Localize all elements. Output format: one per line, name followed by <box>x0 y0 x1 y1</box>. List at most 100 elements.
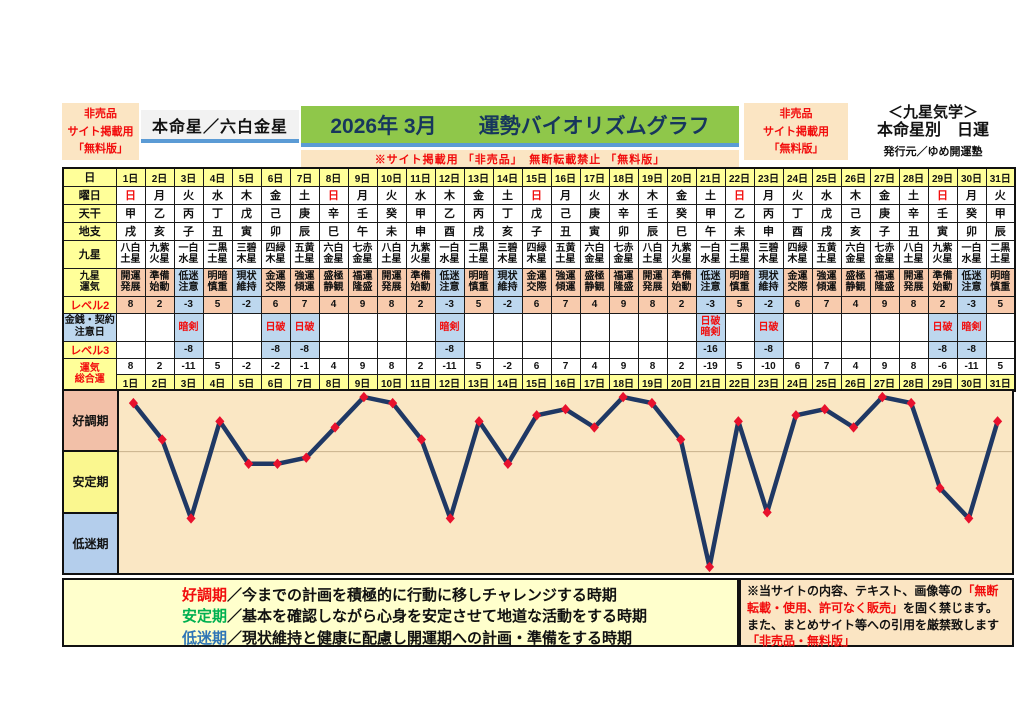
heavenly-stem-cell: 壬 <box>637 203 668 223</box>
level3-cell <box>637 340 668 359</box>
caution-day-cell <box>724 312 755 342</box>
day-header-cell: 2日 <box>144 167 175 187</box>
level3-cell <box>811 340 842 359</box>
weekday-cell: 月 <box>550 185 581 205</box>
level2-cell: -2 <box>753 295 784 314</box>
total-fortune-cell: -2 <box>260 357 291 375</box>
star-fortune-cell: 明暗 慎重 <box>463 267 494 297</box>
total-fortune-cell: -10 <box>753 357 784 375</box>
earthly-branch-cell: 寅 <box>927 221 958 241</box>
heavenly-stem-cell: 癸 <box>956 203 987 223</box>
total-fortune-cell: 5 <box>724 357 755 375</box>
fortune-line <box>131 394 1000 570</box>
day-header-cell: 21日 <box>695 167 726 187</box>
level2-cell: 8 <box>376 295 407 314</box>
table-row: 九星 八白 土星 九紫 火星 一白 水星 二黒 土星 三碧 木星 四緑 木星 五黄 土星 六白 … <box>62 239 1016 269</box>
earthly-branch-cell: 巳 <box>666 221 697 241</box>
caution-day-cell <box>492 312 523 342</box>
notice-text: ※当サイトの内容、テキスト、画像等の <box>747 584 963 598</box>
total-fortune-cell: 8 <box>115 357 146 375</box>
caution-day-cell <box>637 312 668 342</box>
copyright-notice: ※当サイトの内容、テキスト、画像等の「無断転載・使用、許可なく販売」を固く禁じま… <box>739 578 1014 648</box>
caution-day-cell <box>115 312 146 342</box>
total-fortune-cell: 9 <box>869 357 900 375</box>
nine-star-cell: 九紫 火星 <box>405 239 436 269</box>
day-header-cell: 9日 <box>347 167 378 187</box>
day-header-cell: 11日 <box>405 167 436 187</box>
day-header-cell: 7日 <box>289 167 320 187</box>
calendar-table-body: 日 1日 2日 3日 4日 5日 6日 7日 8日 9日 10日 11日 12日 13日 14日 15日 16日… <box>62 167 1016 392</box>
earthly-branch-cell: 亥 <box>144 221 175 241</box>
heavenly-stem-cell: 甲 <box>985 203 1016 223</box>
axis-day-cell: 13日 <box>463 373 494 392</box>
legend-term: 低迷期 <box>182 629 228 647</box>
badge-line: 非売品 <box>84 108 117 120</box>
heavenly-stem-cell: 戊 <box>231 203 262 223</box>
day-header-cell: 5日 <box>231 167 262 187</box>
data-point-marker <box>474 416 484 427</box>
day-header-cell: 23日 <box>753 167 784 187</box>
weekday-cell: 火 <box>376 185 407 205</box>
data-point-marker <box>906 397 916 409</box>
caution-day-cell <box>376 312 407 342</box>
nine-star-cell: 二黒 土星 <box>202 239 233 269</box>
level2-cell: 5 <box>985 295 1016 314</box>
axis-day-cell: 8日 <box>318 373 349 392</box>
school-name: ＜九星気学＞ <box>887 104 978 121</box>
weekday-cell: 水 <box>608 185 639 205</box>
level2-cell: -3 <box>173 295 204 314</box>
caution-day-cell: 暗剣 <box>173 312 204 342</box>
level2-cell: 5 <box>724 295 755 314</box>
heavenly-stem-cell: 丁 <box>202 203 233 223</box>
heavenly-stem-cell: 辛 <box>898 203 929 223</box>
caution-day-cell <box>840 312 871 342</box>
axis-day-cell: 21日 <box>695 373 726 392</box>
earthly-branch-cell: 卯 <box>260 221 291 241</box>
nine-star-cell: 四緑 木星 <box>260 239 291 269</box>
total-fortune-cell: -11 <box>956 357 987 375</box>
level2-cell: -3 <box>695 295 726 314</box>
earthly-branch-cell: 申 <box>753 221 784 241</box>
data-point-marker <box>445 513 455 524</box>
nine-star-cell: 五黄 土星 <box>550 239 581 269</box>
level3-cell <box>550 340 581 359</box>
title-banner: 2026年 3月 運勢バイオリズムグラフ <box>301 106 739 147</box>
day-header-cell: 16日 <box>550 167 581 187</box>
level2-cell: 2 <box>927 295 958 314</box>
data-point-marker <box>330 422 340 433</box>
level3-cell <box>347 340 378 359</box>
nine-star-cell: 五黄 土星 <box>289 239 320 269</box>
publisher-name: 発行元／ゆめ開運塾 <box>883 146 983 159</box>
heavenly-stem-cell: 辛 <box>608 203 639 223</box>
data-point-marker <box>416 434 427 445</box>
earthly-branch-cell: 亥 <box>492 221 523 241</box>
nine-star-cell: 六白 金星 <box>840 239 871 269</box>
table-row: 地支戌亥子丑寅卯辰巳午未申酉戌亥子丑寅卯辰巳午未申酉戌亥子丑寅卯辰 <box>62 221 1016 241</box>
badge-line: サイト掲載用 <box>67 125 134 138</box>
day-header-cell: 13日 <box>463 167 494 187</box>
weekday-cell: 木 <box>637 185 668 205</box>
earthly-branch-cell: 午 <box>695 221 726 241</box>
badge-line: サイト掲載用 <box>763 125 829 138</box>
star-fortune-cell: 開運 発展 <box>376 267 407 297</box>
caution-day-cell <box>231 312 262 342</box>
star-fortune-cell: 金運 交際 <box>521 267 552 297</box>
sheet-type: 本命星別 日運 <box>876 122 989 140</box>
heavenly-stem-cell: 甲 <box>695 203 726 223</box>
weekday-cell: 金 <box>260 185 291 205</box>
axis-day-cell: 1日 <box>115 373 146 392</box>
earthly-branch-cell: 辰 <box>985 221 1016 241</box>
level2-cell: 7 <box>811 295 842 314</box>
level3-cell <box>463 340 494 359</box>
nine-star-cell: 三碧 木星 <box>753 239 784 269</box>
level2-cell: 8 <box>898 295 929 314</box>
caution-day-cell: 日破 <box>753 312 784 342</box>
data-point-marker <box>301 452 311 463</box>
level2-cell: -3 <box>434 295 465 314</box>
level3-cell <box>579 340 610 359</box>
caution-day-cell <box>202 312 233 342</box>
star-fortune-cell: 金運 交際 <box>782 267 813 297</box>
data-point-marker <box>503 458 513 469</box>
level2-cell: 7 <box>289 295 320 314</box>
